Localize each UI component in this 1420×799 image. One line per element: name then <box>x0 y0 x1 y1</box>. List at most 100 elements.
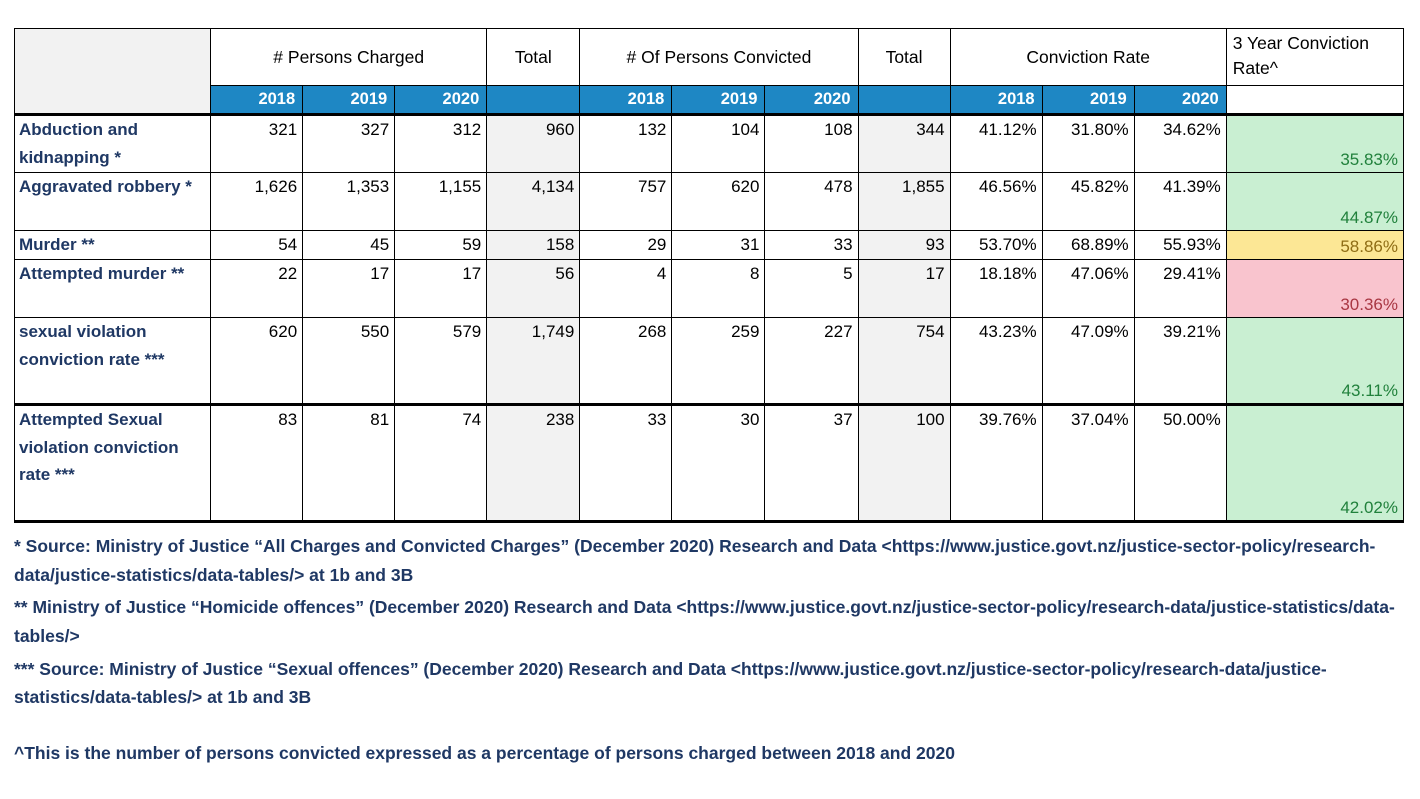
offence-label: sexual violation conviction rate *** <box>13 317 212 405</box>
conviction-rate-2020: 55.93% <box>1133 230 1227 260</box>
convicted-2018: 757 <box>579 172 673 231</box>
charged-2020: 17 <box>394 259 488 318</box>
convicted-2020: 37 <box>764 403 859 523</box>
convicted-2018: 29 <box>579 230 673 260</box>
conviction-rate-2020: 50.00% <box>1133 403 1227 523</box>
group-header-row: # Persons Charged Total # Of Persons Con… <box>13 28 1405 115</box>
charged-2019: 327 <box>302 113 396 173</box>
persons-convicted-group-header: # Of Persons Convicted <box>579 28 859 86</box>
offence-label: Abduction and kidnapping * <box>13 113 212 173</box>
charged-2020: 579 <box>394 317 488 405</box>
table-row: Attempted Sexual violation conviction ra… <box>13 403 1405 523</box>
persons-charged-group-header: # Persons Charged <box>210 28 488 86</box>
rate-year-2018: 2018 <box>949 85 1043 115</box>
charged-total: 56 <box>486 259 581 318</box>
conviction-rate-2018: 41.12% <box>949 113 1043 173</box>
rate-year-2020: 2020 <box>1133 85 1227 115</box>
convicted-2020: 478 <box>764 172 859 231</box>
conviction-rate-2019: 31.80% <box>1041 113 1135 173</box>
charged-2020: 74 <box>394 403 488 523</box>
charged-year-2019: 2019 <box>302 85 396 115</box>
convicted-2019: 620 <box>671 172 766 231</box>
three-year-rate-header: 3 Year Conviction Rate^ <box>1225 28 1405 86</box>
three-year-conviction-rate: 58.86% <box>1225 230 1405 260</box>
convicted-total: 344 <box>857 113 951 173</box>
table-row: Murder ** 54 45 59 158 29 31 33 93 53.70% 68.89% 55… <box>13 230 1405 260</box>
charged-total-header: Total <box>486 28 581 86</box>
table-header: # Persons Charged Total # Of Persons Con… <box>13 28 1405 115</box>
convicted-2018: 33 <box>579 403 673 523</box>
charged-2020: 312 <box>394 113 488 173</box>
convicted-total: 1,855 <box>857 172 951 231</box>
convicted-2019: 104 <box>671 113 766 173</box>
table-row: Attempted murder ** 22 17 17 56 4 8 5 17 18.18% 47… <box>13 259 1405 318</box>
convicted-total: 93 <box>857 230 951 260</box>
charged-2018: 1,626 <box>210 172 304 231</box>
three-year-conviction-rate: 42.02% <box>1225 403 1405 523</box>
footnote-source-3: *** Source: Ministry of Justice “Sexual … <box>14 658 1327 708</box>
three-year-conviction-rate: 44.87% <box>1225 172 1405 231</box>
conviction-rate-2018: 53.70% <box>949 230 1043 260</box>
charged-2018: 54 <box>210 230 304 260</box>
charged-2020: 59 <box>394 230 488 260</box>
three-year-conviction-rate: 43.11% <box>1225 317 1405 405</box>
conviction-rate-2020: 29.41% <box>1133 259 1227 318</box>
offence-label: Attempted murder ** <box>13 259 212 318</box>
convicted-2020: 33 <box>764 230 859 260</box>
convicted-year-2018: 2018 <box>579 85 673 115</box>
conviction-rate-2019: 47.09% <box>1041 317 1135 405</box>
table-body: Abduction and kidnapping * 321 327 312 960 13… <box>13 113 1405 523</box>
offence-label: Aggravated robbery * <box>13 172 212 231</box>
footnote-source-2: ** Ministry of Justice “Homicide offence… <box>14 597 1395 647</box>
convicted-2020: 5 <box>764 259 859 318</box>
convicted-total: 17 <box>857 259 951 318</box>
charged-2019: 81 <box>302 403 396 523</box>
table-row: Aggravated robbery * 1,626 1,353 1,155 4,134… <box>13 172 1405 231</box>
charged-year-2018: 2018 <box>210 85 304 115</box>
charged-2018: 321 <box>210 113 304 173</box>
offence-label: Attempted Sexual violation conviction ra… <box>13 403 212 523</box>
charged-year-2020: 2020 <box>394 85 488 115</box>
convicted-2018: 4 <box>579 259 673 318</box>
charged-2018: 83 <box>210 403 304 523</box>
charged-total: 960 <box>486 113 581 173</box>
conviction-rate-2019: 68.89% <box>1041 230 1135 260</box>
conviction-rate-group-header: Conviction Rate <box>949 28 1227 86</box>
charged-2019: 45 <box>302 230 396 260</box>
table-row: Abduction and kidnapping * 321 327 312 960 13… <box>13 113 1405 173</box>
convicted-year-2020: 2020 <box>764 85 859 115</box>
conviction-rate-sheet: # Persons Charged Total # Of Persons Con… <box>13 28 1406 772</box>
table-row: sexual violation conviction rate *** 620 5… <box>13 317 1405 405</box>
charged-total-band <box>486 85 581 115</box>
conviction-rate-2020: 34.62% <box>1133 113 1227 173</box>
charged-total: 238 <box>486 403 581 523</box>
convicted-2019: 259 <box>671 317 766 405</box>
charged-2019: 1,353 <box>302 172 396 231</box>
charged-total: 4,134 <box>486 172 581 231</box>
convicted-total: 754 <box>857 317 951 405</box>
charged-2018: 22 <box>210 259 304 318</box>
convicted-2018: 132 <box>579 113 673 173</box>
three-year-rate-band <box>1225 85 1405 115</box>
charged-2019: 17 <box>302 259 396 318</box>
conviction-rate-2018: 43.23% <box>949 317 1043 405</box>
convicted-2020: 108 <box>764 113 859 173</box>
conviction-rate-2020: 39.21% <box>1133 317 1227 405</box>
convicted-2019: 31 <box>671 230 766 260</box>
convicted-2020: 227 <box>764 317 859 405</box>
convicted-2019: 8 <box>671 259 766 318</box>
charged-total: 1,749 <box>486 317 581 405</box>
conviction-rate-2019: 45.82% <box>1041 172 1135 231</box>
conviction-rate-2020: 41.39% <box>1133 172 1227 231</box>
year-header-row: 2018 2019 2020 2018 2019 2020 2018 2019 … <box>15 85 1405 115</box>
rate-year-2019: 2019 <box>1041 85 1135 115</box>
convicted-total: 100 <box>857 403 951 523</box>
charged-total: 158 <box>486 230 581 260</box>
corner-cell <box>13 28 212 115</box>
conviction-rate-2018: 39.76% <box>949 403 1043 523</box>
three-year-conviction-rate: 35.83% <box>1225 113 1405 173</box>
convicted-total-header: Total <box>857 28 951 86</box>
convicted-year-2019: 2019 <box>671 85 766 115</box>
conviction-rate-2018: 18.18% <box>949 259 1043 318</box>
